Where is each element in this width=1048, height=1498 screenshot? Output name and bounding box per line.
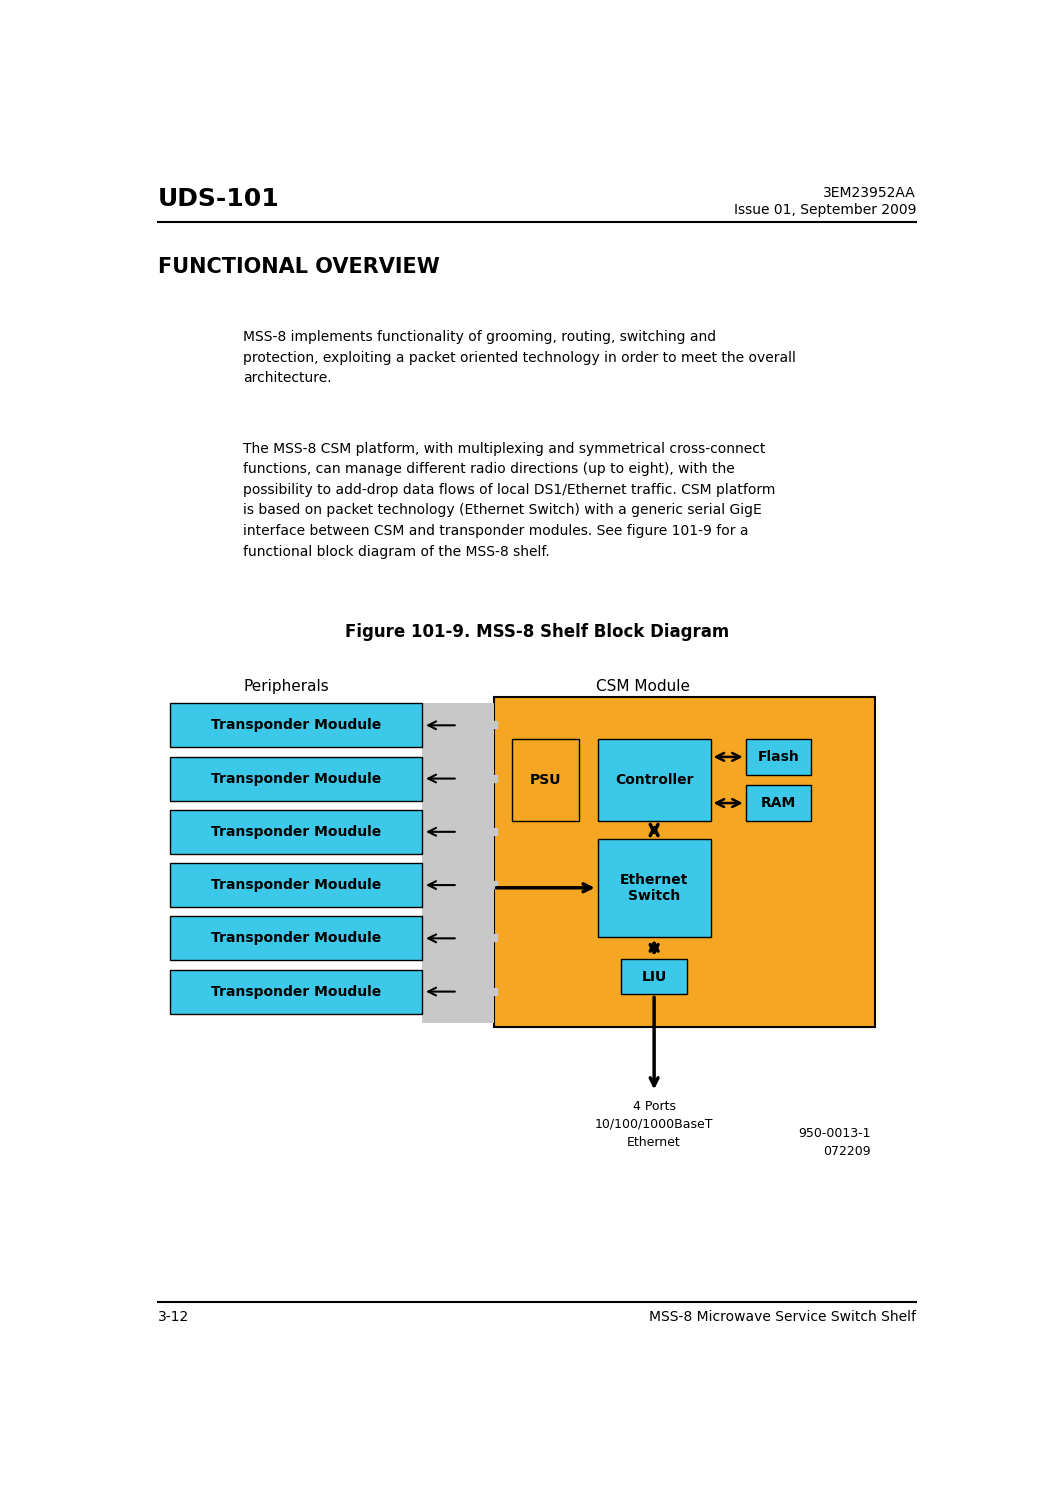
Bar xyxy=(170,704,421,748)
Text: FUNCTIONAL OVERVIEW: FUNCTIONAL OVERVIEW xyxy=(158,256,440,277)
Text: Transponder Moudule: Transponder Moudule xyxy=(211,984,380,999)
Bar xyxy=(745,739,811,774)
Text: Transponder Moudule: Transponder Moudule xyxy=(211,825,380,839)
Text: MSS-8 Microwave Service Switch Shelf: MSS-8 Microwave Service Switch Shelf xyxy=(649,1311,916,1324)
Bar xyxy=(170,756,421,800)
Text: Transponder Moudule: Transponder Moudule xyxy=(211,878,380,893)
Bar xyxy=(170,810,421,854)
Text: Figure 101-9. MSS-8 Shelf Block Diagram: Figure 101-9. MSS-8 Shelf Block Diagram xyxy=(345,623,729,641)
Text: MSS-8 implements functionality of grooming, routing, switching and
protection, e: MSS-8 implements functionality of groomi… xyxy=(243,330,796,385)
Bar xyxy=(170,917,421,960)
Text: Transponder Moudule: Transponder Moudule xyxy=(211,771,380,785)
Text: The MSS-8 CSM platform, with multiplexing and symmetrical cross-connect
function: The MSS-8 CSM platform, with multiplexin… xyxy=(243,442,776,559)
Text: Controller: Controller xyxy=(615,773,694,786)
Bar xyxy=(170,969,421,1014)
Text: PSU: PSU xyxy=(530,773,562,786)
Text: 4 Ports
10/100/1000BaseT
Ethernet: 4 Ports 10/100/1000BaseT Ethernet xyxy=(595,1100,714,1149)
Bar xyxy=(512,739,578,821)
Bar xyxy=(170,863,421,906)
Text: CSM Module: CSM Module xyxy=(596,679,690,694)
Bar xyxy=(421,704,494,1023)
Text: 3EM23952AA: 3EM23952AA xyxy=(824,186,916,199)
Bar xyxy=(494,697,875,1026)
Text: Ethernet
Switch: Ethernet Switch xyxy=(620,873,689,903)
Text: Flash: Flash xyxy=(758,750,800,764)
Bar xyxy=(620,959,687,995)
Text: LIU: LIU xyxy=(641,969,667,984)
Text: Transponder Moudule: Transponder Moudule xyxy=(211,719,380,733)
Bar xyxy=(745,785,811,821)
Text: Transponder Moudule: Transponder Moudule xyxy=(211,932,380,945)
Text: Issue 01, September 2009: Issue 01, September 2009 xyxy=(734,202,916,217)
Text: RAM: RAM xyxy=(761,795,796,810)
Bar xyxy=(597,839,711,936)
Text: Peripherals: Peripherals xyxy=(243,679,329,694)
Text: 3-12: 3-12 xyxy=(158,1311,190,1324)
Text: 950-0013-1
072209: 950-0013-1 072209 xyxy=(799,1126,871,1158)
Text: UDS-101: UDS-101 xyxy=(158,187,280,211)
Bar xyxy=(597,739,711,821)
